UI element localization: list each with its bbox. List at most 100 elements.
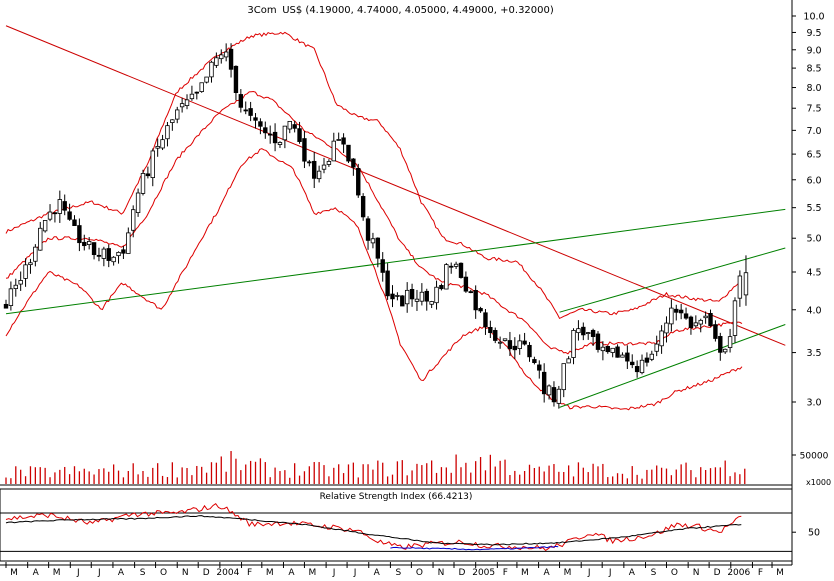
volume-panel: 50000 x1000 <box>0 451 831 487</box>
x-tick-label: O <box>160 568 167 577</box>
price-y-tick-label: 3.5 <box>806 348 821 359</box>
price-y-tick-label: 5.5 <box>806 203 821 214</box>
trendline <box>559 324 786 408</box>
candle-body <box>3 303 9 309</box>
candle-body <box>170 119 175 123</box>
candle-body <box>576 328 581 334</box>
candle-body <box>228 48 234 70</box>
candle-body <box>571 330 576 358</box>
x-tick-label: N <box>182 568 189 577</box>
rsi-levels <box>0 512 792 552</box>
candle-body <box>727 336 733 348</box>
candle-body <box>165 125 170 140</box>
candle-body <box>150 150 155 179</box>
candle-body <box>175 109 180 120</box>
candle-body <box>551 387 557 403</box>
x-tick-label: A <box>288 568 295 577</box>
candle-body <box>121 249 126 254</box>
candle-body <box>312 160 317 179</box>
x-tick-label: S <box>140 568 146 577</box>
x-tick-label: M <box>266 568 274 577</box>
candle-body <box>248 108 253 116</box>
candle-body <box>688 316 694 329</box>
candle-body <box>517 340 522 349</box>
candle-body <box>326 161 332 165</box>
candle-body <box>400 295 405 307</box>
candle-body <box>91 242 97 256</box>
x-tick-label: F <box>503 568 508 577</box>
candle-body <box>586 332 591 334</box>
rsi-panel: Relative Strength Index (66.4213) 50 <box>0 488 820 562</box>
price-y-tick-label: 10.0 <box>803 12 824 23</box>
candle-body <box>541 371 547 395</box>
trendline <box>5 208 786 315</box>
candle-body <box>204 76 209 83</box>
candle-body <box>743 272 749 296</box>
candle-body <box>302 138 307 162</box>
candle-body <box>434 286 439 304</box>
candle-body <box>634 366 640 373</box>
candle-body <box>453 263 459 267</box>
candle-body <box>8 288 14 306</box>
price-y-axis: 10.0 9.5 9.0 8.5 8.0 7.5 7.0 6.5 6.0 5.5 5.0 4.5 4.0… <box>791 0 825 565</box>
rsi-y-axis: 50 <box>792 528 820 539</box>
candle-body <box>62 201 67 211</box>
candle-body <box>385 270 390 297</box>
candle-body <box>184 99 190 106</box>
candle-body <box>664 322 669 334</box>
candle-body <box>703 315 708 319</box>
rsi-series-line <box>5 503 742 552</box>
candle-body <box>42 220 48 232</box>
candle-body <box>33 246 38 262</box>
volume-unit-label: x1000 <box>806 478 831 487</box>
candle-body <box>258 121 263 127</box>
x-axis: M A M J J A S O N D 2004 F M A M J J A S O N D 2005 F M A M J J A S O N D… <box>0 562 792 578</box>
candle-body <box>693 322 699 327</box>
price-y-tick-label: 9.5 <box>806 28 821 39</box>
trendline <box>559 247 786 313</box>
candle-body <box>336 139 341 141</box>
candle-body <box>214 57 219 66</box>
x-tick-label: A <box>33 568 40 577</box>
candle-body <box>356 168 361 196</box>
candle-body <box>708 313 713 327</box>
x-tick-label: J <box>608 568 612 577</box>
candle-body <box>395 294 400 297</box>
candle-body <box>233 65 239 93</box>
candle-body <box>497 341 503 344</box>
candle-body <box>52 212 58 215</box>
x-tick-label: O <box>416 568 423 577</box>
candle-body <box>179 103 185 108</box>
candle-body <box>718 336 723 353</box>
x-tick-label: D <box>203 568 210 577</box>
candle-body <box>111 256 116 263</box>
candle-body <box>341 137 346 145</box>
candle-body <box>57 199 63 214</box>
candle-body <box>160 139 165 149</box>
x-tick-label: A <box>543 568 550 577</box>
candle-body <box>38 227 43 251</box>
volume-y-tick-label: 50000 <box>800 452 829 462</box>
band-upper-line <box>5 31 743 320</box>
candle-body <box>155 145 160 149</box>
x-tick-label: J <box>353 568 357 577</box>
candle-body <box>223 51 229 58</box>
candle-body <box>321 164 327 170</box>
x-tick-label: A <box>118 568 125 577</box>
candle-body <box>277 142 283 145</box>
x-tick-label: M <box>309 568 317 577</box>
candle-body <box>199 82 204 93</box>
candle-body <box>18 280 23 285</box>
candle-body <box>272 131 278 144</box>
candle-body <box>145 173 151 177</box>
price-plot-area <box>0 0 792 460</box>
candle-body <box>292 124 297 129</box>
candle-body <box>581 326 586 336</box>
candle-body <box>351 158 356 168</box>
candle-body <box>424 290 429 302</box>
x-tick-label: M <box>776 568 784 577</box>
candle-body <box>566 358 571 364</box>
candle-body <box>615 346 620 358</box>
